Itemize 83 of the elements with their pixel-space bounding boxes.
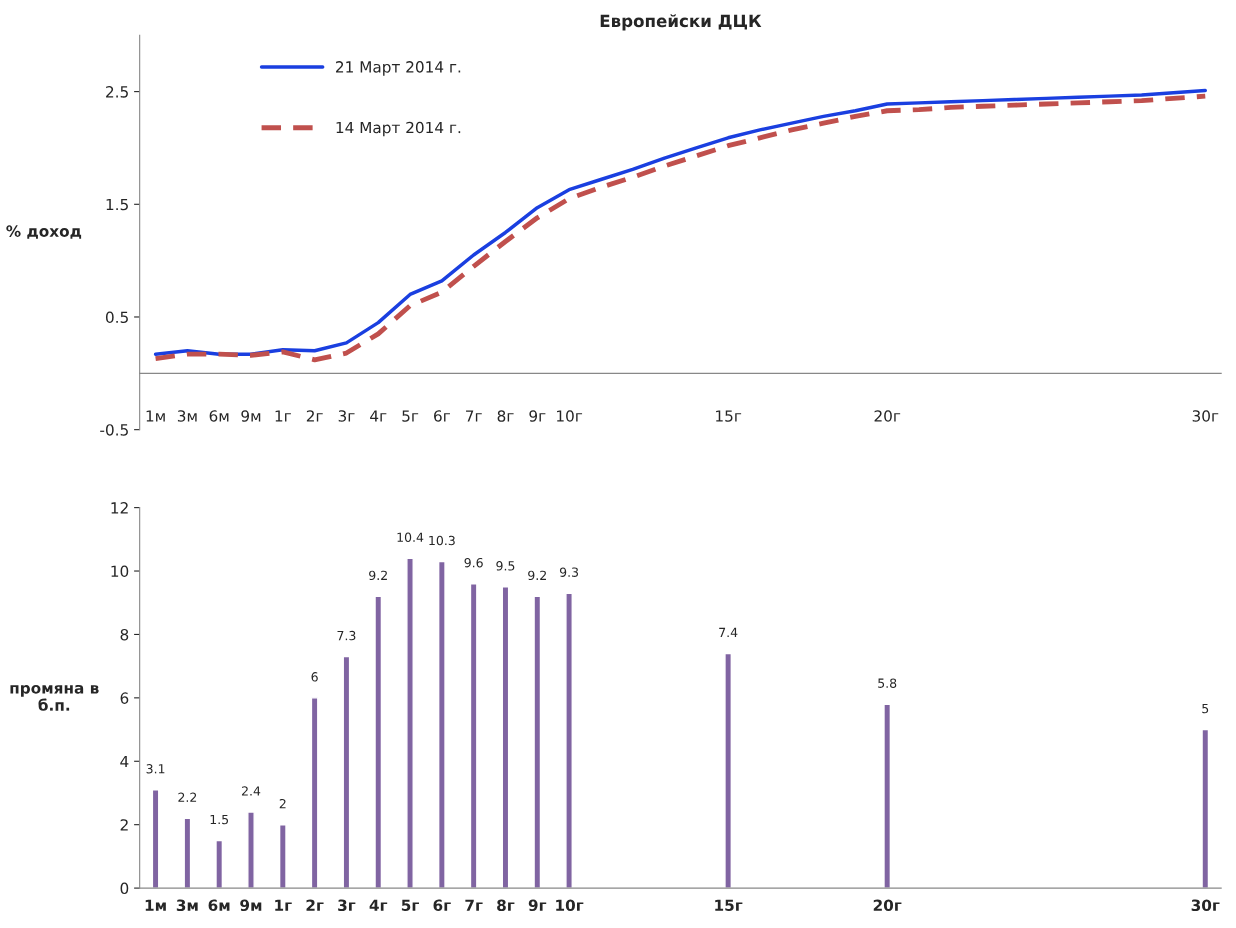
x-tick-label: 9г bbox=[529, 410, 546, 422]
x-tick-label: 30г bbox=[1191, 899, 1220, 912]
x-tick-label: 10г bbox=[557, 410, 583, 422]
data-label: 9.6 bbox=[464, 557, 483, 568]
x-tick-label: 3г bbox=[338, 410, 355, 422]
y-tick-label: 4 bbox=[120, 755, 129, 768]
y-tick-label: 8 bbox=[120, 628, 129, 641]
bar bbox=[278, 823, 287, 889]
bar bbox=[437, 560, 446, 889]
bar bbox=[374, 595, 383, 889]
bar bbox=[406, 557, 414, 889]
bar bbox=[533, 595, 542, 889]
x-tick-label: 2г bbox=[306, 899, 324, 911]
x-tick-label: 4г bbox=[369, 899, 388, 911]
y-tick-label: 1.5 bbox=[106, 198, 128, 211]
data-label: 3.1 bbox=[146, 764, 165, 774]
bar bbox=[883, 703, 892, 889]
x-tick-label: 9м bbox=[241, 410, 261, 422]
x-tick-label: 1г bbox=[275, 899, 292, 911]
bar bbox=[469, 583, 478, 889]
x-tick-label: 9г bbox=[528, 899, 547, 912]
bar bbox=[724, 652, 733, 889]
data-label: 2.4 bbox=[241, 786, 261, 796]
bar bbox=[1201, 728, 1210, 889]
data-label: 5 bbox=[1202, 703, 1209, 714]
x-tick-label: 1м bbox=[146, 410, 165, 422]
y-tick-label: 2 bbox=[120, 819, 128, 831]
x-tick-label: 6м bbox=[209, 410, 229, 422]
data-label: 10.3 bbox=[429, 535, 455, 546]
x-tick-label: 2г bbox=[306, 410, 323, 422]
x-tick-label: 3м bbox=[177, 410, 197, 422]
data-label: 10.4 bbox=[397, 532, 424, 543]
x-tick-label: 4г bbox=[370, 410, 387, 422]
bar bbox=[565, 592, 573, 889]
data-label: 5.8 bbox=[878, 678, 897, 688]
y-tick-label: 0 bbox=[120, 882, 129, 895]
x-tick-label: 9м bbox=[240, 899, 262, 912]
data-label: 2.2 bbox=[178, 792, 197, 802]
x-tick-label: 15г bbox=[716, 410, 742, 422]
x-tick-label: 6м bbox=[208, 899, 230, 912]
x-tick-label: 8г bbox=[497, 410, 514, 422]
x-tick-label: 6г bbox=[433, 899, 451, 912]
data-label: 9.2 bbox=[528, 570, 546, 581]
x-tick-label: 7г bbox=[465, 899, 483, 911]
x-tick-label: 20г bbox=[874, 410, 901, 422]
y-tick-label: 10 bbox=[111, 565, 129, 578]
bar bbox=[215, 839, 224, 889]
x-tick-label: 5г bbox=[402, 410, 419, 422]
x-tick-label: 1м bbox=[145, 899, 166, 911]
bar bbox=[151, 789, 160, 889]
y-tick-label: 0.5 bbox=[105, 311, 128, 323]
bar bbox=[247, 811, 255, 889]
y-tick-label: 2.5 bbox=[106, 86, 128, 98]
x-tick-label: 5г bbox=[401, 899, 419, 912]
x-tick-label: 10г bbox=[556, 899, 584, 912]
x-tick-label: 3м bbox=[176, 899, 198, 912]
y-tick-label: 12 bbox=[111, 502, 128, 514]
data-label: 9.3 bbox=[559, 567, 579, 577]
data-label: 1.5 bbox=[210, 814, 229, 825]
y-axis-title: % доход bbox=[6, 225, 82, 239]
x-tick-label: 8г bbox=[497, 899, 515, 912]
x-tick-label: 6г bbox=[434, 410, 450, 422]
chart-title: Европейски ДЦК bbox=[600, 14, 762, 31]
y-tick-label: -0.5 bbox=[100, 424, 128, 436]
data-label: 9.2 bbox=[369, 570, 387, 581]
x-tick-label: 30г bbox=[1192, 410, 1219, 422]
legend-label: 14 Март 2014 г. bbox=[336, 121, 461, 137]
y-tick-label: 6 bbox=[120, 692, 129, 704]
legend-label: 21 Март 2014 г. bbox=[336, 61, 461, 76]
data-label: 7.4 bbox=[719, 627, 738, 637]
bar bbox=[310, 697, 319, 889]
bar bbox=[501, 586, 510, 889]
y-axis-title: промяна в б.п. bbox=[10, 684, 99, 711]
x-tick-label: 1г bbox=[275, 410, 291, 422]
data-label: 7.3 bbox=[337, 630, 356, 641]
bar bbox=[342, 655, 351, 889]
x-tick-label: 20г bbox=[873, 899, 902, 912]
data-label: 2 bbox=[279, 798, 286, 809]
data-label: 9.5 bbox=[496, 561, 515, 571]
data-label: 6 bbox=[311, 672, 318, 682]
x-tick-label: 3г bbox=[338, 899, 356, 912]
x-tick-label: 7г bbox=[466, 410, 482, 422]
x-tick-label: 15г bbox=[715, 899, 743, 912]
